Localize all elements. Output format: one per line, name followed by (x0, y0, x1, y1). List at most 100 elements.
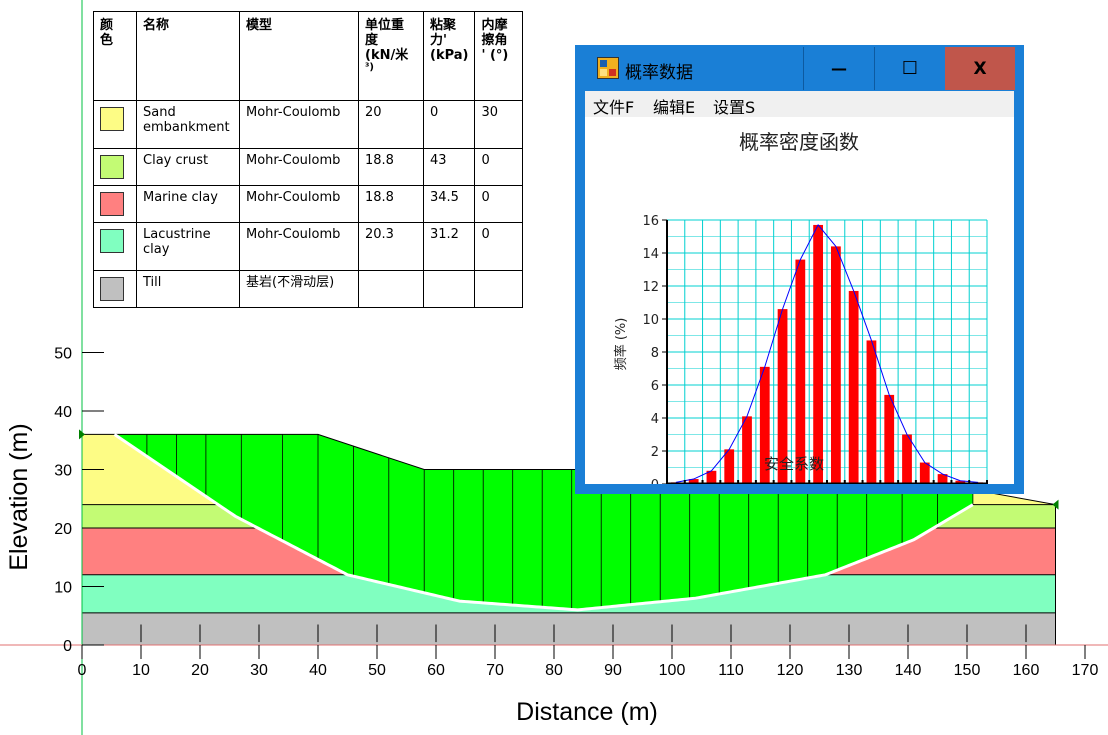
pdf-bar (884, 394, 895, 484)
table-row: Clay crust Mohr-Coulomb 18.8 43 0 (93, 148, 524, 186)
pdf-bar (688, 479, 699, 484)
model-cell: Mohr-Coulomb (239, 100, 359, 149)
color-swatch (100, 192, 124, 216)
table-row: Sand embankment Mohr-Coulomb 20 0 30 (93, 100, 524, 149)
minimize-button[interactable]: — (803, 47, 874, 90)
table-header-row: 颜 色 名称 模型 单位重 度 (kN/米 ³) 粘聚 力' (kPa) 内摩 (93, 11, 524, 101)
y-tick-label: 0 (63, 638, 72, 655)
menu-edit[interactable]: 编辑E (653, 98, 696, 117)
window-title-bar[interactable]: 概率数据 — ☐ X (575, 45, 1024, 91)
y-tick-label: 20 (54, 521, 72, 538)
menu-bar: 文件F 编辑E 设置S (585, 91, 1014, 117)
pdf-bar (937, 474, 948, 484)
pdf-bar (706, 470, 717, 484)
name-line: Sand (143, 105, 176, 120)
chart-y-tick-label: 8 (651, 346, 659, 361)
color-cell (93, 185, 137, 223)
pdf-bar (919, 462, 930, 484)
color-cell (93, 270, 137, 308)
soil-layer-till (82, 612, 1056, 645)
chart-y-tick-label: 10 (642, 313, 659, 328)
friction-cell (474, 270, 524, 308)
pdf-bar (831, 246, 841, 484)
header-line: 度 (365, 33, 379, 48)
color-cell (93, 222, 137, 271)
chart-y-tick-label: 16 (642, 214, 659, 229)
pdf-bar (795, 259, 806, 484)
header-line: 擦角 (481, 33, 508, 48)
header-line: 色 (100, 33, 114, 48)
name-line: Lacustrine (143, 227, 211, 242)
col-header-cohesion: 粘聚 力' (kPa) (422, 11, 476, 101)
slip-surface (113, 433, 974, 612)
header-line: 名称 (143, 18, 170, 33)
material-table: 颜 色 名称 模型 单位重 度 (kN/米 ³) 粘聚 力' (kPa) 内摩 (93, 11, 524, 308)
y-tick-label: 50 (54, 346, 72, 363)
x-tick-label: 160 (1013, 662, 1040, 679)
header-line: 粘聚 (430, 18, 457, 33)
name-line: Clay crust (143, 153, 209, 168)
header-line: ³) (365, 62, 374, 73)
maximize-icon: ☐ (901, 58, 919, 79)
chart-y-tick-label: 14 (642, 247, 659, 262)
minimize-icon: — (831, 59, 847, 78)
close-button[interactable]: X (945, 47, 1015, 90)
cohesion-cell: 0 (422, 100, 476, 149)
header-line: 力' (430, 33, 447, 48)
x-tick-label: 60 (427, 662, 445, 679)
col-header-name: 名称 (136, 11, 240, 101)
color-cell (93, 148, 137, 186)
friction-cell: 30 (474, 100, 524, 149)
x-tick-label: 100 (659, 662, 686, 679)
header-line: 颜 (100, 18, 114, 33)
chart-y-tick-label: 6 (651, 379, 659, 394)
pdf-bar (724, 449, 735, 484)
x-tick-label: 20 (191, 662, 209, 679)
table-row: Lacustrine clay Mohr-Coulomb 20.3 31.2 0 (93, 222, 524, 271)
chart-y-tick-label: 2 (651, 445, 659, 460)
table-row: Marine clay Mohr-Coulomb 18.8 34.5 0 (93, 185, 524, 223)
col-header-unit-weight: 单位重 度 (kN/米 ³) (358, 11, 424, 101)
header-line: 单位重 (365, 18, 405, 33)
name-line: embankment (143, 120, 230, 135)
x-tick-label: 120 (777, 662, 804, 679)
pdf-bar (742, 416, 752, 484)
color-swatch (100, 107, 124, 131)
col-header-color: 颜 色 (93, 11, 137, 101)
header-line: (kPa) (430, 48, 469, 63)
name-line: Marine clay (143, 190, 218, 205)
x-tick-label: 0 (78, 662, 87, 679)
friction-cell: 0 (474, 185, 524, 223)
color-swatch (100, 277, 124, 301)
pdf-chart: 概率密度函数 0 2 4 6 8 10 12 14 16 安全系数 频率 (%) (613, 130, 988, 484)
x-tick-label: 150 (954, 662, 981, 679)
name-cell: Sand embankment (136, 100, 240, 149)
header-line: (kN/米 (365, 48, 409, 63)
probability-data-window[interactable]: 概率数据 — ☐ X 文件F 编辑E 设置S 概率密度函数 0 2 4 6 8 10 12 1… (575, 45, 1024, 494)
name-cell: Lacustrine clay (136, 222, 240, 271)
menu-file[interactable]: 文件F (593, 98, 635, 117)
pdf-bar (777, 309, 788, 484)
menu-settings[interactable]: 设置S (713, 98, 756, 117)
pdf-bar (848, 290, 859, 484)
header-line: ' (°) (481, 48, 509, 63)
unit-weight-cell: 20.3 (358, 222, 424, 271)
friction-cell: 0 (474, 222, 524, 271)
cohesion-cell: 43 (422, 148, 476, 186)
cohesion-cell (422, 270, 476, 308)
maximize-button[interactable]: ☐ (874, 47, 945, 90)
y-axis-label: Elevation (m) (5, 423, 33, 570)
name-line: clay (143, 242, 170, 257)
unit-weight-cell (358, 270, 424, 308)
app-icon (597, 57, 619, 79)
pdf-bar (955, 480, 966, 484)
model-cell: Mohr-Coulomb (239, 222, 359, 271)
chart-y-tick-label: 4 (651, 412, 659, 427)
window-title: 概率数据 (625, 63, 693, 83)
table-row: Till 基岩(不滑动层) (93, 270, 524, 308)
name-line: Till (143, 275, 162, 290)
chart-bars (671, 224, 983, 484)
unit-weight-cell: 18.8 (358, 148, 424, 186)
name-cell: Clay crust (136, 148, 240, 186)
